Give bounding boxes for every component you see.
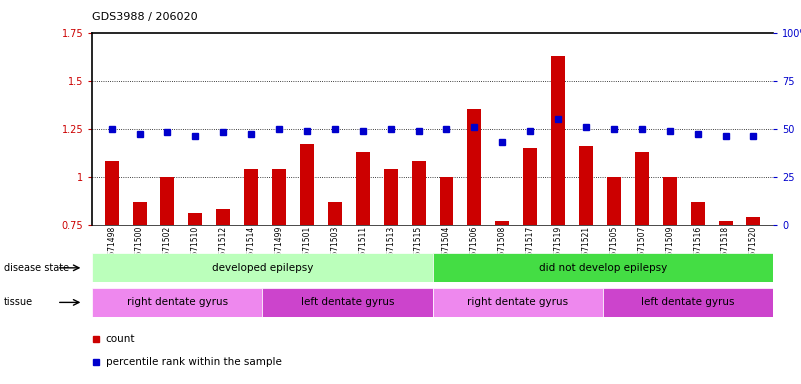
Bar [105, 161, 119, 225]
Text: right dentate gyrus: right dentate gyrus [127, 297, 227, 308]
Bar [244, 169, 258, 225]
Text: did not develop epilepsy: did not develop epilepsy [538, 263, 667, 273]
Bar [495, 221, 509, 225]
Bar [551, 56, 565, 225]
Text: left dentate gyrus: left dentate gyrus [300, 297, 394, 308]
Bar [272, 169, 286, 225]
Text: left dentate gyrus: left dentate gyrus [641, 297, 735, 308]
Bar [523, 148, 537, 225]
Bar [300, 144, 314, 225]
Bar [160, 177, 175, 225]
Bar [433, 253, 773, 282]
Bar [92, 288, 263, 317]
Bar [384, 169, 397, 225]
Bar [356, 152, 370, 225]
Bar [468, 109, 481, 225]
Bar [188, 213, 203, 225]
Bar [690, 202, 705, 225]
Text: tissue: tissue [4, 297, 33, 308]
Bar [718, 221, 732, 225]
Bar [603, 288, 773, 317]
Bar [440, 177, 453, 225]
Text: right dentate gyrus: right dentate gyrus [467, 297, 568, 308]
Text: disease state: disease state [4, 263, 69, 273]
Bar [133, 202, 147, 225]
Bar [216, 209, 230, 225]
Bar [747, 217, 760, 225]
Text: developed epilepsy: developed epilepsy [211, 263, 313, 273]
Text: percentile rank within the sample: percentile rank within the sample [106, 358, 282, 367]
Bar [412, 161, 425, 225]
Bar [662, 177, 677, 225]
Bar [607, 177, 621, 225]
Bar [328, 202, 342, 225]
Text: GDS3988 / 206020: GDS3988 / 206020 [92, 12, 198, 22]
Bar [579, 146, 593, 225]
Text: count: count [106, 334, 135, 344]
Bar [635, 152, 649, 225]
Bar [433, 288, 602, 317]
Bar [263, 288, 433, 317]
Bar [92, 253, 433, 282]
